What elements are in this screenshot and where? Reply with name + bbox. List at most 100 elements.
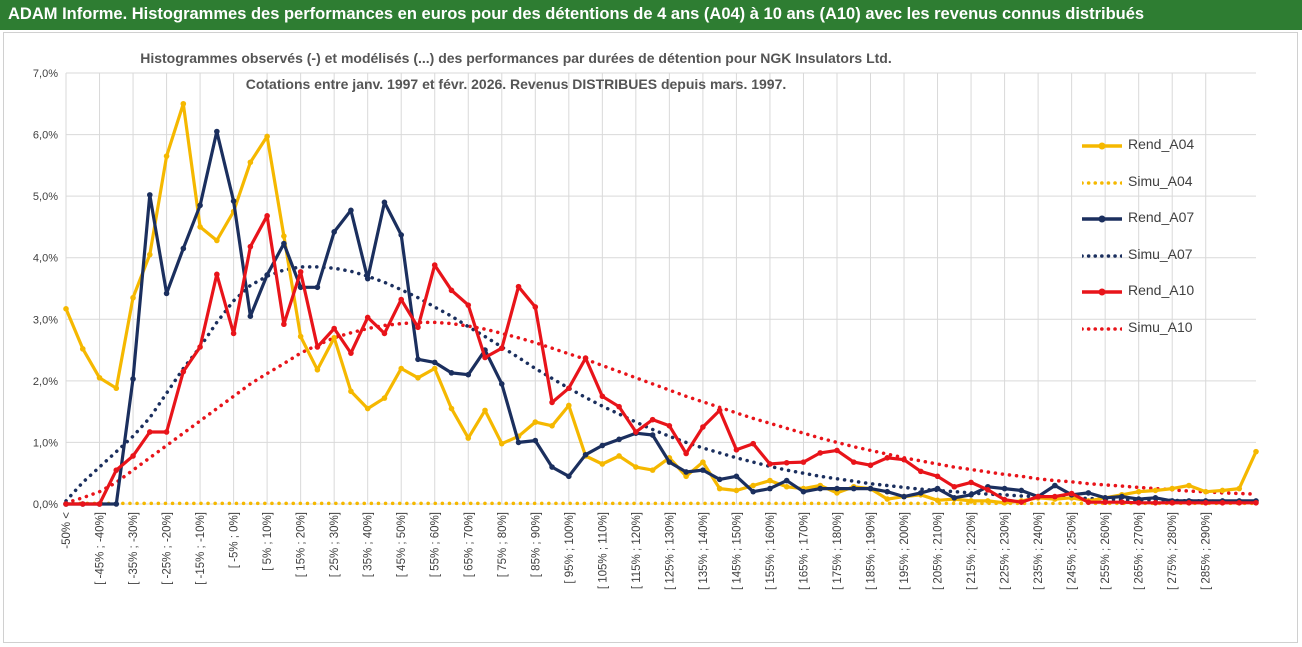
- data-point-rend-a04: [147, 251, 153, 258]
- data-point-rend-a04: [130, 294, 136, 301]
- legend-marker-simu-a04: [1082, 180, 1122, 185]
- data-point-rend-a07: [113, 501, 120, 507]
- data-point-rend-a04: [1202, 488, 1209, 495]
- data-point-rend-a07: [1052, 482, 1058, 489]
- x-tick-label: [ 65% ; 70%]: [463, 512, 475, 577]
- series-line-rend-a10: [66, 214, 1256, 506]
- data-point-rend-a04: [834, 490, 840, 496]
- x-tick-label: [ 155% ; 160%]: [765, 512, 777, 590]
- data-point-rend-a04: [968, 498, 974, 504]
- data-point-rend-a10: [1253, 499, 1259, 506]
- x-tick-label: [ 125% ; 130%]: [664, 512, 676, 590]
- y-tick-label: 4,0%: [33, 253, 58, 265]
- data-point-rend-a07: [180, 245, 187, 252]
- data-point-rend-a10: [364, 314, 371, 321]
- data-point-rend-a04: [331, 334, 337, 341]
- data-point-rend-a07: [230, 198, 237, 204]
- x-tick-label: [ 275% ; 280%]: [1167, 512, 1179, 590]
- data-point-rend-a10: [79, 501, 86, 507]
- data-point-rend-a07: [214, 128, 220, 135]
- data-point-rend-a07: [867, 485, 874, 492]
- data-point-rend-a10: [850, 459, 857, 465]
- x-tick-label: [ 285% ; 290%]: [1201, 512, 1213, 590]
- data-point-rend-a04: [934, 497, 941, 504]
- legend-marker-simu-a07: [1082, 253, 1122, 258]
- data-point-rend-a07: [264, 272, 270, 278]
- data-point-rend-a10: [968, 479, 974, 486]
- data-point-rend-a10: [767, 461, 773, 467]
- data-point-rend-a04: [197, 224, 203, 230]
- data-point-rend-a04: [767, 477, 773, 484]
- data-point-rend-a10: [465, 302, 472, 308]
- x-tick-label: [ 215% ; 220%]: [966, 512, 978, 590]
- data-point-rend-a07: [415, 356, 421, 363]
- data-point-rend-a07: [599, 442, 606, 449]
- data-point-rend-a07: [281, 240, 287, 247]
- data-point-rend-a07: [884, 488, 891, 495]
- data-point-rend-a07: [1001, 485, 1008, 492]
- data-point-rend-a10: [63, 501, 69, 507]
- data-point-rend-a10: [934, 473, 941, 480]
- data-point-rend-a07: [1018, 487, 1025, 494]
- data-point-rend-a10: [147, 429, 153, 435]
- legend-marker-simu-a10: [1082, 326, 1122, 331]
- x-tick-label: [ 145% ; 150%]: [731, 512, 743, 590]
- data-point-rend-a10: [415, 324, 421, 331]
- x-tick-label: [ 255% ; 260%]: [1100, 512, 1112, 590]
- data-point-rend-a07: [968, 491, 974, 498]
- data-point-rend-a04: [1186, 482, 1192, 489]
- data-point-rend-a10: [666, 423, 673, 429]
- x-tick-label: -50% <: [61, 512, 73, 549]
- report-header: ADAM Informe. Histogrammes des performan…: [0, 0, 1302, 30]
- legend-label-rend-a04: Rend_A04: [1128, 136, 1195, 152]
- data-point-rend-a10: [297, 269, 304, 275]
- data-point-rend-a07: [901, 493, 907, 500]
- series-line-rend-a07: [66, 129, 1256, 506]
- data-point-rend-a07: [934, 485, 941, 492]
- data-point-rend-a10: [1035, 493, 1041, 500]
- data-point-rend-a04: [649, 467, 656, 473]
- data-point-rend-a07: [331, 229, 337, 235]
- data-point-rend-a04: [633, 464, 639, 470]
- data-point-rend-a10: [1236, 499, 1243, 506]
- data-point-rend-a07: [197, 202, 203, 209]
- data-point-rend-a07: [783, 477, 790, 484]
- data-point-rend-a07: [817, 485, 824, 492]
- data-point-rend-a07: [348, 207, 354, 214]
- data-point-rend-a04: [733, 487, 740, 494]
- x-tick-label: [ 115% ; 120%]: [631, 512, 643, 589]
- data-point-rend-a07: [1152, 495, 1159, 501]
- x-tick-label: [ 75% ; 80%]: [497, 512, 509, 577]
- data-point-rend-a04: [415, 374, 421, 381]
- x-tick-label: [ 195% ; 200%]: [899, 512, 911, 590]
- x-tick-label: [ 105% ; 110%]: [597, 512, 609, 589]
- legend-label-rend-a10: Rend_A10: [1128, 282, 1195, 298]
- data-point-rend-a10: [398, 296, 405, 303]
- data-point-rend-a04: [113, 385, 120, 392]
- legend-label-simu-a04: Simu_A04: [1128, 172, 1193, 189]
- data-point-rend-a10: [180, 368, 187, 375]
- data-point-rend-a04: [364, 405, 371, 412]
- legend-label-simu-a07: Simu_A07: [1128, 245, 1193, 262]
- x-tick-label: [ 25% ; 30%]: [329, 512, 341, 577]
- data-point-rend-a10: [113, 467, 120, 473]
- x-tick-label: [ -15% ; -10%]: [195, 512, 207, 585]
- x-tick-label: [ 95% ; 100%]: [564, 512, 576, 584]
- data-point-rend-a10: [633, 429, 639, 435]
- legend-marker-rend-a04: [1082, 142, 1122, 150]
- data-point-rend-a07: [147, 192, 153, 198]
- data-point-rend-a07: [616, 436, 622, 443]
- data-point-rend-a04: [1152, 487, 1159, 494]
- data-point-rend-a10: [163, 429, 170, 435]
- legend-marker-rend-a07: [1082, 215, 1122, 223]
- x-tick-label: [ 235% ; 240%]: [1033, 512, 1045, 590]
- x-tick-label: [ 5% ; 10%]: [262, 512, 274, 571]
- data-point-rend-a10: [901, 456, 907, 463]
- data-point-rend-a07: [850, 485, 857, 492]
- data-point-rend-a10: [683, 450, 689, 457]
- data-point-rend-a04: [683, 473, 689, 480]
- data-point-rend-a10: [834, 447, 840, 454]
- data-point-rend-a07: [314, 284, 321, 291]
- data-point-rend-a10: [1169, 499, 1175, 506]
- data-point-rend-a07: [750, 488, 756, 495]
